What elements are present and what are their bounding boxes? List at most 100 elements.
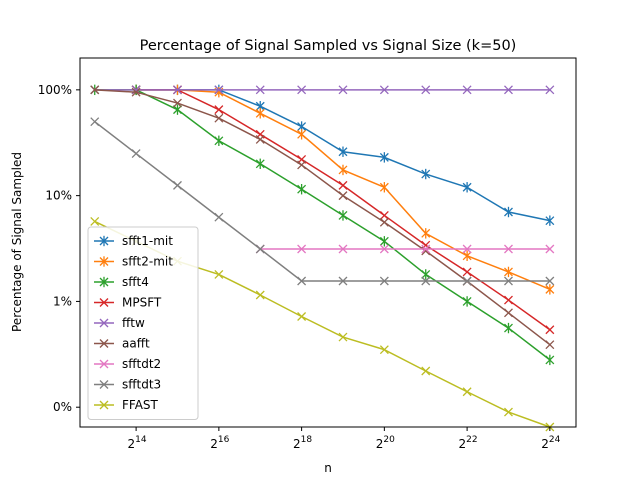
data-point [255,158,265,169]
plot-frame [79,57,577,428]
data-point [504,244,513,254]
data-point [504,85,513,95]
series-line [94,121,550,282]
data-point [462,85,472,95]
data-point [338,332,348,342]
series-line [94,89,551,346]
data-point [297,160,307,170]
data-point [379,85,389,95]
legend-box [87,226,199,420]
data-point [545,276,555,286]
data-point [297,85,307,95]
data-point [421,276,431,286]
data-point [421,168,431,180]
legend-item: MPSFT [94,296,162,310]
data-point [297,244,307,254]
data-point [131,149,141,158]
data-point [90,216,100,226]
data-point [297,184,307,195]
data-point [131,87,141,97]
data-point [462,250,472,261]
legend-item: sfftdt3 [94,378,161,392]
data-point [462,182,472,193]
legend-label: sfft1-mit [122,234,173,248]
series-line [94,89,551,361]
y-axis-label: Percentage of Signal Sampled [10,152,24,332]
x-tick-exponent: 22 [466,435,477,445]
data-point [255,290,265,300]
data-point [255,85,265,95]
legend-label: fftw [122,316,145,330]
data-point [214,113,224,123]
x-tick-exponent: 20 [383,435,395,445]
data-point [379,276,389,286]
data-point [545,284,555,295]
data-point [214,85,224,95]
data-point [421,269,431,280]
data-point [338,164,348,176]
data-point [545,85,555,95]
data-point [297,312,307,321]
data-point [379,152,389,163]
legend-marker [99,276,109,288]
data-point [379,345,389,355]
legend-item: fftw [94,316,145,330]
data-point [255,134,265,144]
data-point [421,366,431,376]
legend-marker [99,256,109,267]
data-point [338,276,348,286]
data-point [504,308,513,318]
data-point [462,296,472,307]
legend-label: aafft [122,337,150,351]
data-point [379,182,389,193]
y-axis: 100% 10% 1% 0% [38,83,80,414]
data-point [90,85,100,95]
data-point [173,98,182,108]
data-point [421,244,431,254]
legend-item: sfft4 [94,275,149,289]
x-axis-label: n [324,461,332,475]
data-point [173,180,182,190]
data-point [545,244,555,254]
data-point [338,146,348,157]
data-point [545,325,555,335]
y-tick-label: 0% [53,400,72,414]
legend-marker [99,359,109,369]
data-point [338,180,348,190]
x-tick-exponent: 24 [549,435,561,445]
data-point [421,228,431,239]
legend-item: aafft [94,337,150,351]
data-point [462,387,472,397]
data-point [255,108,265,119]
data-point [462,276,472,286]
legend-item: sfftdt2 [94,357,161,371]
y-tick-label: 1% [53,294,72,308]
data-point [504,266,513,278]
legend-marker [99,235,109,247]
legend-marker [99,380,109,389]
legend-item: sfft2-mit [94,255,173,269]
x-axis: 2 14 2 16 2 18 2 20 2 22 2 24 [127,427,561,451]
data-point [214,212,224,222]
data-point [504,206,513,218]
data-point [545,340,555,350]
x-tick-label: 2 [458,437,466,451]
data-point [462,244,472,254]
data-point [214,105,224,115]
legend-item: sfft1-mit [94,234,173,248]
data-point [545,354,555,366]
data-point [297,276,307,286]
data-point [338,85,348,95]
series-sfftdt3 [90,117,555,286]
chart-title: Percentage of Signal Sampled vs Signal S… [140,38,517,54]
data-point [379,236,389,247]
legend-marker [99,339,109,348]
data-point [297,129,307,140]
plot-area [90,84,555,432]
data-point [338,191,348,201]
data-point [338,244,348,254]
legend-label: MPSFT [122,296,162,310]
data-point [504,407,513,417]
data-point [214,135,224,146]
